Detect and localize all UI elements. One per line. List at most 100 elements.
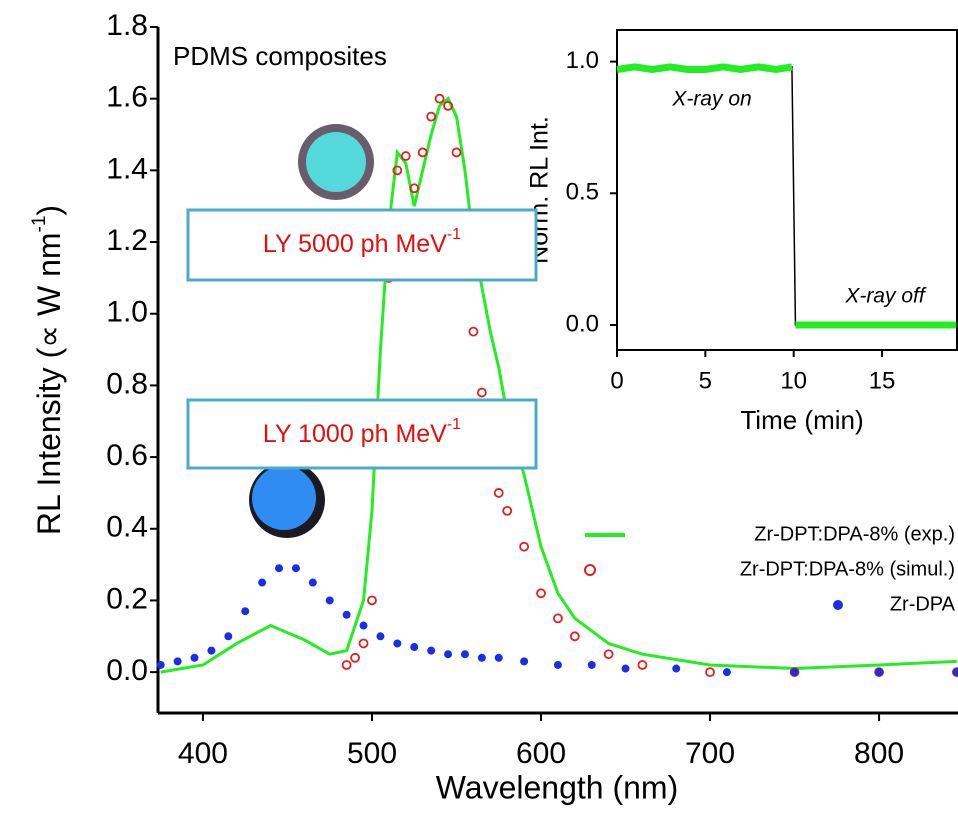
x-tick-label: 15 — [869, 367, 896, 394]
y-tick-label: 1.8 — [106, 9, 148, 42]
sample-photo-glow — [252, 466, 316, 530]
data-point — [790, 668, 799, 677]
annotation: X-ray on — [671, 88, 751, 111]
y-tick-label: 1.0 — [566, 47, 599, 74]
label-box-text-sup: -1 — [447, 416, 461, 433]
y-axis-title-sup: -1 — [29, 216, 50, 233]
legend-label: Zr-DPA — [890, 593, 956, 615]
label-box — [186, 208, 538, 282]
legend-swatch — [584, 564, 596, 576]
sample-photo-glow — [306, 132, 366, 192]
data-point — [444, 650, 453, 659]
label-box-text-sup: -1 — [447, 226, 461, 243]
data-point — [367, 595, 377, 606]
y-tick-label: 1.2 — [106, 224, 148, 257]
data-point — [519, 541, 530, 552]
data-point — [224, 632, 233, 641]
data-point — [553, 613, 563, 624]
y-tick-label: 0.6 — [106, 439, 148, 472]
data-point — [672, 664, 681, 673]
y-tick-label: 0.4 — [106, 511, 148, 544]
data-point — [494, 653, 503, 662]
y-tick-label: 1.6 — [106, 81, 148, 114]
legend-label: Zr-DPT:DPA-8% (simul.) — [740, 558, 955, 580]
data-point — [603, 649, 614, 660]
x-tick-label: 0 — [610, 367, 623, 394]
label-box — [186, 398, 538, 470]
y-axis-title-part: RL Intensity (∝ W nm — [31, 232, 67, 535]
data-point — [460, 650, 469, 659]
data-point — [477, 653, 486, 662]
data-point — [520, 657, 529, 666]
annotation: X-ray off — [844, 285, 927, 308]
x-tick-label: 400 — [178, 737, 228, 770]
data-point — [400, 151, 411, 161]
inset-frame — [616, 29, 958, 351]
data-point — [875, 668, 884, 677]
x-tick-label: 500 — [347, 737, 397, 770]
y-tick-label: 1.0 — [106, 296, 148, 329]
overlay: LY 5000 ph MeV-1LY 1000 ph MeV-1Zr-DPT:D… — [186, 124, 956, 615]
data-point — [341, 660, 352, 670]
data-point — [952, 668, 958, 677]
y-axis-title-part: ) — [31, 205, 67, 216]
data-point — [553, 660, 562, 669]
data-point — [410, 643, 419, 652]
y-tick-label: 0.0 — [106, 654, 148, 687]
data-point — [637, 660, 648, 670]
data-point — [350, 652, 360, 663]
data-point — [493, 488, 504, 498]
x-tick-label: 700 — [685, 737, 735, 770]
data-point — [451, 147, 462, 158]
x-axis-title: Wavelength (nm) — [436, 769, 678, 805]
x-tick-label: 10 — [780, 367, 807, 394]
legend-swatch — [833, 600, 843, 610]
data-point — [207, 646, 216, 655]
annotation: PDMS composites — [173, 41, 387, 71]
data-point — [705, 667, 715, 678]
y-tick-label: 0.2 — [106, 582, 148, 615]
x-axis-title: Time (min) — [740, 405, 863, 435]
data-point — [359, 621, 368, 630]
x-tick-label: 5 — [699, 367, 712, 394]
label-box-text: LY 1000 ph MeV-1 — [263, 416, 461, 447]
data-point — [190, 653, 199, 662]
y-tick-label: 0.5 — [566, 179, 599, 206]
data-point — [156, 660, 165, 669]
data-point — [342, 610, 351, 619]
data-point — [409, 183, 420, 194]
data-point — [426, 111, 437, 122]
data-point — [468, 326, 479, 337]
data-point — [275, 564, 284, 573]
data-point — [443, 100, 453, 111]
data-point — [476, 387, 487, 398]
data-point — [569, 631, 580, 642]
data-point — [376, 632, 385, 641]
y-tick-label: 0.0 — [566, 310, 599, 337]
y-tick-label: 1.4 — [106, 152, 148, 185]
y-tick-label: 0.8 — [106, 367, 148, 400]
x-tick-label: 600 — [516, 737, 566, 770]
label-box-text: LY 5000 ph MeV-1 — [263, 226, 461, 257]
data-point — [358, 638, 369, 649]
data-point — [722, 668, 731, 677]
main-chart: 0.0 0.2 0.4 0.6 0.8 1.0 1.2 1.4 1.6 1.8 400 500 600 7… — [29, 9, 958, 805]
data-point — [173, 657, 182, 666]
data-point — [241, 607, 250, 616]
label-box-text-part: LY 5000 ph MeV — [263, 230, 447, 258]
data-point — [291, 564, 300, 573]
data-point — [417, 147, 428, 158]
data-point — [536, 588, 546, 599]
data-point — [393, 639, 402, 648]
data-point — [621, 664, 630, 673]
legend-label: Zr-DPT:DPA-8% (exp.) — [754, 523, 955, 545]
data-point — [392, 165, 403, 176]
x-tick-label: 800 — [854, 737, 904, 770]
data-point — [434, 93, 445, 104]
data-point — [308, 578, 317, 587]
data-line — [160, 96, 957, 674]
data-point — [258, 578, 267, 587]
y-axis-title: RL Intensity (∝ W nm-1) — [29, 205, 67, 535]
